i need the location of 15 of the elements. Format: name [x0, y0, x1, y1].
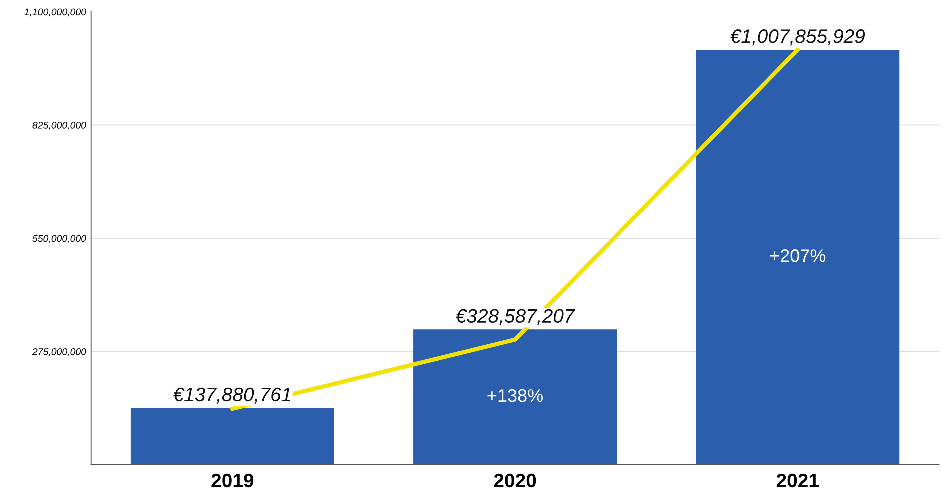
x-tick-label: 2021 — [776, 474, 819, 488]
y-tick-label: 550,000,000 — [32, 235, 86, 244]
bar — [414, 330, 618, 465]
bar — [696, 50, 900, 465]
annotation: +138% — [488, 389, 543, 402]
y-tick-label: 1,100,000,000 — [24, 8, 86, 17]
data-label: €328,587,207 — [456, 309, 576, 326]
annotation: +207% — [770, 250, 826, 262]
y-tick-label: 275,000,000 — [32, 348, 86, 357]
bar — [130, 408, 334, 465]
data-label: €137,880,761 — [173, 388, 291, 404]
x-tick-label: 2019 — [212, 474, 254, 488]
y-tick-label: 825,000,000 — [32, 122, 86, 130]
x-tick-label: 2020 — [494, 474, 536, 488]
data-label: €1,007,855,929 — [730, 30, 866, 46]
